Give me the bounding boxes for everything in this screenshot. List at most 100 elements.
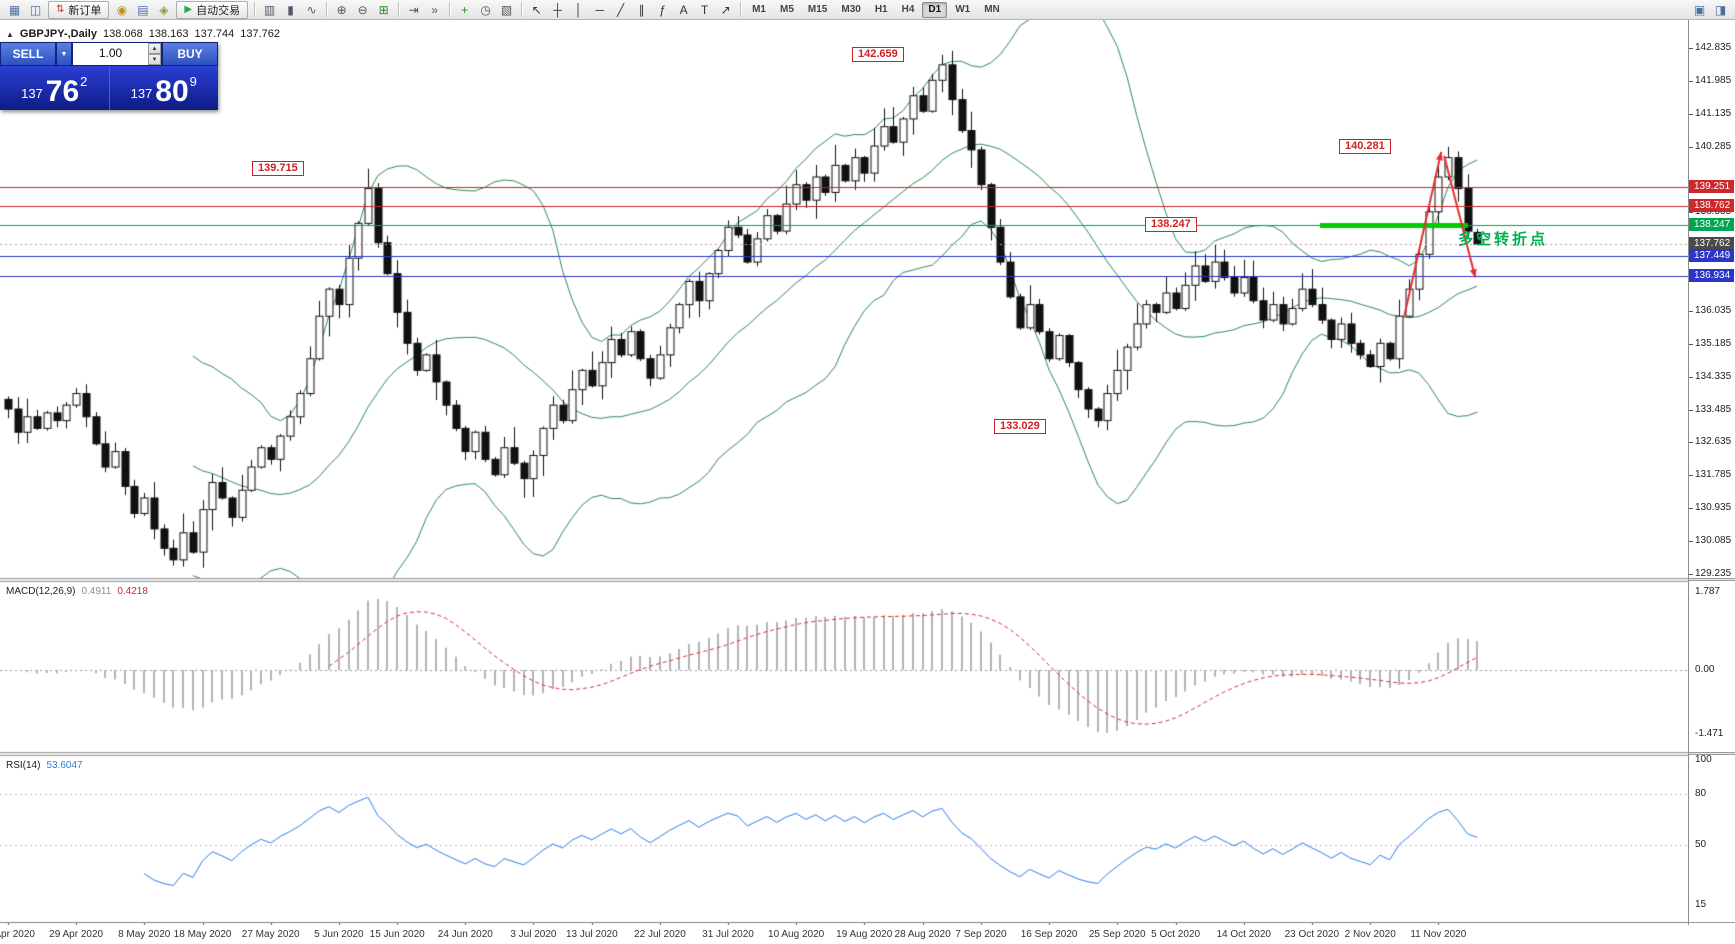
cursor-icon[interactable]: ↖ [526, 1, 547, 19]
sell-button[interactable]: SELL [0, 42, 56, 66]
channel-icon[interactable]: ∥ [631, 1, 652, 19]
profiles-icon[interactable]: ◫ [25, 1, 46, 19]
new-window-icon[interactable]: ▣ [1689, 1, 1710, 19]
date-label: 29 Apr 2020 [49, 929, 104, 940]
volume-input[interactable]: 1.00 ▲ ▼ [72, 42, 162, 66]
timeframe-mn[interactable]: MN [978, 2, 1006, 18]
price-label-annotation[interactable]: 140.281 [1339, 138, 1391, 154]
timeframe-h4[interactable]: H4 [896, 2, 921, 18]
new-order-button[interactable]: ⇅ 新订单 [48, 0, 110, 19]
date-label: 19 Aug 2020 [836, 929, 893, 940]
ohlc-high: 138.163 [148, 28, 189, 40]
text-label-icon[interactable]: T [694, 1, 715, 19]
vertical-line-icon[interactable]: │ [568, 1, 589, 19]
rsi-name: RSI(14) [6, 760, 41, 771]
timeframe-m1[interactable]: M1 [746, 2, 772, 18]
crosshair-icon[interactable]: ┼ [547, 1, 568, 19]
price-line-marker: 137.449 [1689, 249, 1734, 263]
date-label: 27 May 2020 [241, 929, 300, 940]
price-tick-mark [1689, 410, 1693, 411]
arrows-icon[interactable]: ↗ [715, 1, 736, 19]
date-label: 22 Jul 2020 [634, 929, 686, 940]
volume-down-button[interactable]: ▼ [148, 54, 161, 65]
date-label: 15 Jun 2020 [369, 929, 425, 940]
price-tick-label: 129.235 [1695, 567, 1732, 579]
fibonacci-icon[interactable]: ƒ [652, 1, 673, 19]
line-chart-mode-icon[interactable]: ∿ [301, 1, 322, 19]
price-tick-mark [1689, 48, 1693, 49]
zoom-in-icon[interactable]: ⊕ [331, 1, 352, 19]
new-chart-icon[interactable]: ▦ [4, 1, 25, 19]
timeframe-m30[interactable]: M30 [835, 2, 866, 18]
date-label: 31 Jul 2020 [702, 929, 754, 940]
tile-windows-icon[interactable]: ⊞ [373, 1, 394, 19]
sell-price-pips: 76 [45, 75, 80, 108]
price-label-annotation[interactable]: 142.659 [852, 46, 904, 62]
timeframe-d1[interactable]: D1 [922, 1, 948, 18]
price-chart-canvas[interactable] [0, 20, 1688, 925]
chart-shift-icon[interactable]: » [424, 1, 445, 19]
autotrade-button-icon: ▶ [184, 3, 193, 15]
main-toolbar: ▦ ◫ ⇅ 新订单 ◉ ▤ ◈ ▶ 自动交易 ▥ ▮ ∿ ⊕ ⊖ ⊞ ⇥» + ◷ ▧ ↖ ┼ │ ─ ╱ ∥ ƒ A T ↗ M1 M5 M… [0, 0, 1735, 20]
toolbar-separator [326, 2, 328, 17]
volume-up-button[interactable]: ▲ [148, 43, 161, 54]
price-tick-label: 138.585 [1695, 206, 1732, 218]
price-line-marker: 138.247 [1689, 218, 1734, 232]
auto-scroll-icon[interactable]: ⇥ [403, 1, 424, 19]
chart-window: ▲ GBPJPY-,Daily 138.068 138.163 137.744 … [0, 20, 1688, 925]
zoom-out-icon[interactable]: ⊖ [352, 1, 373, 19]
price-label-annotation[interactable]: 139.715 [252, 160, 304, 176]
price-tick-label: 142.835 [1695, 42, 1732, 53]
rsi-tick-label: 80 [1695, 788, 1707, 800]
timeframe-m5[interactable]: M5 [774, 2, 800, 18]
timeframe-m15[interactable]: M15 [802, 2, 833, 18]
terminal-icon[interactable]: ▤ [132, 1, 153, 19]
rsi-indicator-label: RSI(14) 53.6047 [6, 760, 83, 771]
chart-annotations: 142.659 139.715 140.281 138.247 133.029 多空转折点 [0, 20, 1688, 925]
price-tick-mark [1689, 508, 1693, 509]
metaeditor-icon[interactable]: ◈ [153, 1, 174, 19]
toolbar-groups: ▦ ◫ ⇅ 新订单 ◉ ▤ ◈ ▶ 自动交易 ▥ ▮ ∿ ⊕ ⊖ ⊞ ⇥» + ◷ ▧ ↖ ┼ │ ─ ╱ ∥ ƒ A T ↗ M1 M5 M… [4, 0, 1007, 19]
price-label-annotation[interactable]: 138.247 [1145, 217, 1197, 233]
toolbar-separator [521, 2, 523, 17]
price-tick-mark [1689, 541, 1693, 542]
bar-chart-mode-icon[interactable]: ▥ [259, 1, 280, 19]
buy-button[interactable]: BUY [162, 42, 218, 66]
autotrade-button[interactable]: ▶ 自动交易 [176, 0, 249, 19]
price-tick-mark [1689, 344, 1693, 345]
price-tick-mark [1689, 147, 1693, 148]
timeframe-w1[interactable]: W1 [949, 2, 976, 18]
text-icon[interactable]: A [673, 1, 694, 19]
price-tick-label: 141.135 [1695, 107, 1732, 119]
sell-price-major: 137 [21, 86, 43, 101]
layout-icon[interactable]: ◨ [1710, 1, 1731, 19]
date-label: 2 Nov 2020 [1344, 929, 1396, 940]
date-label: 18 May 2020 [173, 929, 232, 940]
date-label: 16 Sep 2020 [1020, 929, 1078, 940]
trendline-icon[interactable]: ╱ [610, 1, 631, 19]
toolbar-separator [254, 2, 256, 17]
date-label: 3 Jul 2020 [510, 929, 557, 940]
rsi-value: 53.6047 [46, 760, 83, 771]
toolbar-separator [449, 2, 451, 17]
date-label: 14 Oct 2020 [1216, 929, 1271, 940]
macd-tick-label: 1.787 [1695, 585, 1721, 597]
templates-icon[interactable]: ▧ [496, 1, 517, 19]
periods-icon[interactable]: ◷ [475, 1, 496, 19]
horizontal-line-icon[interactable]: ─ [589, 1, 610, 19]
one-click-trading-panel: SELL ▼ 1.00 ▲ ▼ BUY 137 76 2 [0, 42, 218, 110]
price-tick-label: 134.335 [1695, 370, 1732, 382]
expert-advisors-icon[interactable]: ◉ [111, 1, 132, 19]
candlestick-mode-icon[interactable]: ▮ [280, 1, 301, 19]
new-order-button-label: 新订单 [68, 4, 102, 17]
indicators-icon[interactable]: + [454, 1, 475, 19]
buy-price[interactable]: 137 80 9 [110, 66, 219, 110]
多空转折点-note-annotation[interactable]: 多空转折点 [1458, 231, 1549, 248]
sell-price[interactable]: 137 76 2 [0, 66, 110, 110]
price-label-annotation[interactable]: 133.029 [994, 419, 1046, 435]
macd-tick-label: 0.00 [1695, 664, 1715, 675]
timeframe-h1[interactable]: H1 [869, 2, 894, 18]
price-scale[interactable]: 142.835 141.985 141.135 140.285 138.585 136.0… [1688, 20, 1735, 925]
sell-options-dropdown[interactable]: ▼ [56, 42, 72, 66]
